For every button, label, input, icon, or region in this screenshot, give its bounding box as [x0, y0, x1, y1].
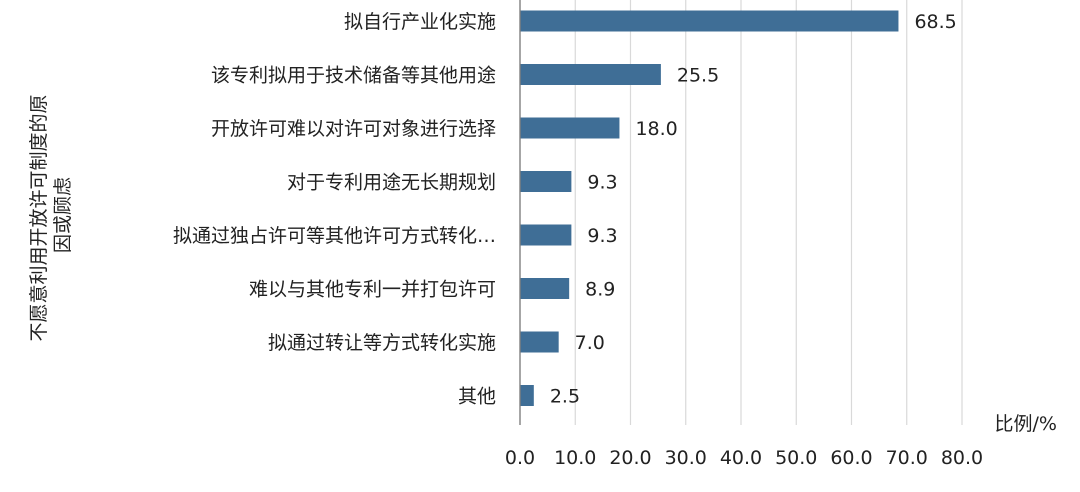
- x-tick-label: 40.0: [720, 447, 762, 469]
- category-label: 拟通过转让等方式转化实施: [268, 332, 496, 354]
- bars: [520, 10, 899, 406]
- bar: [520, 278, 570, 299]
- value-label: 25.5: [677, 65, 719, 87]
- value-label: 68.5: [914, 11, 956, 33]
- bar: [520, 331, 559, 353]
- labels: 0.0 10.0 20.0 30.0 40.0 50.0 60.0 70.0 80.0 拟自行产业…: [173, 11, 983, 469]
- bar: [520, 171, 572, 192]
- y-axis-title-line-2: 因或顾虑: [52, 177, 74, 253]
- category-label: 对于专利用途无长期规划: [287, 172, 496, 194]
- value-label: 2.5: [550, 386, 580, 408]
- x-tick-label: 30.0: [665, 447, 707, 469]
- bar: [520, 224, 572, 246]
- y-axis-title: 不愿意利用开放许可制度的原 因或顾虑: [28, 88, 74, 341]
- category-label: 其他: [458, 386, 496, 408]
- value-label: 18.0: [635, 118, 677, 140]
- bar: [520, 117, 620, 139]
- category-label: 拟自行产业化实施: [344, 11, 496, 33]
- category-label: 拟通过独占许可等其他许可方式转化…: [173, 225, 496, 247]
- x-tick-label: 10.0: [554, 447, 596, 469]
- x-tick-label: 20.0: [609, 447, 651, 469]
- bar: [520, 10, 899, 32]
- x-axis-title: 比例/%: [995, 413, 1057, 435]
- category-label: 该专利拟用于技术储备等其他用途: [211, 65, 496, 87]
- bar: [520, 64, 661, 85]
- y-axis-title-line-1: 不愿意利用开放许可制度的原: [28, 95, 50, 342]
- value-label: 9.3: [587, 172, 617, 194]
- gridlines: [574, 0, 963, 425]
- x-tick-label: 50.0: [775, 447, 817, 469]
- value-label: 8.9: [585, 279, 615, 301]
- value-label: 9.3: [587, 225, 617, 247]
- bar: [520, 385, 534, 406]
- value-label: 7.0: [575, 332, 605, 354]
- category-label: 难以与其他专利一并打包许可: [249, 279, 496, 301]
- x-tick-label: 80.0: [941, 447, 983, 469]
- x-tick-label: 70.0: [886, 447, 928, 469]
- x-tick-label: 60.0: [830, 447, 872, 469]
- x-tick-label: 0.0: [505, 447, 535, 469]
- category-label: 开放许可难以对许可对象进行选择: [211, 118, 496, 140]
